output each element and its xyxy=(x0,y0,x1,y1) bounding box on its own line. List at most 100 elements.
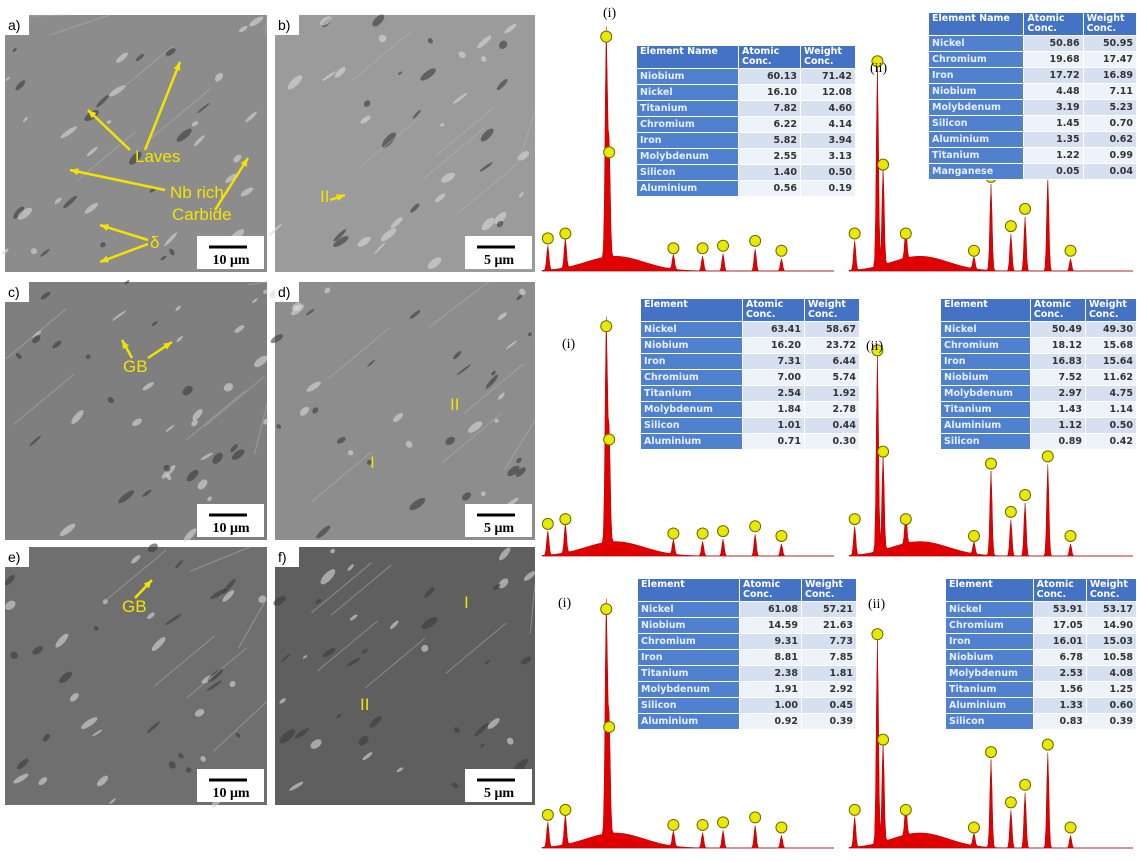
table-row: Silicon 0.83 0.39 xyxy=(945,713,1137,730)
annotation: I xyxy=(370,453,375,472)
microstructure xyxy=(494,211,507,225)
microstructure xyxy=(523,571,536,581)
scale-bar-label: 5 μm xyxy=(484,253,514,268)
spectrum-label: (ii) xyxy=(866,339,883,354)
scale-bar-box xyxy=(197,504,264,537)
microstructure xyxy=(427,38,433,44)
microstructure xyxy=(230,444,238,453)
element-name: Silicon xyxy=(945,713,1034,730)
concentration: 60.13 xyxy=(738,68,801,85)
microstructure xyxy=(102,599,108,605)
peak-marker xyxy=(985,746,997,759)
microstructure xyxy=(420,68,436,81)
spectrum xyxy=(541,26,834,272)
element-name: Niobium xyxy=(927,83,1025,100)
concentration: 6.78 xyxy=(1032,649,1087,666)
grain-boundary xyxy=(186,647,247,699)
element-name: Chromium xyxy=(940,337,1031,354)
microstructure xyxy=(109,798,116,805)
element-name: Aluminium xyxy=(927,131,1025,148)
microstructure xyxy=(69,692,79,702)
table-row: Titanium 7.82 4.60 xyxy=(636,100,856,117)
peak-marker xyxy=(667,242,680,255)
microstructure xyxy=(497,312,507,320)
microstructure xyxy=(520,656,532,665)
concentration: 2.97 xyxy=(1029,385,1086,402)
composition-table: Element Name Atomic Conc. Weight Conc. Nick… xyxy=(927,12,1137,180)
microstructure xyxy=(191,419,198,427)
table-row: Titanium 2.54 1.92 xyxy=(640,385,860,402)
microstructure xyxy=(118,490,135,504)
microstructure xyxy=(485,374,499,389)
microstructure xyxy=(17,207,32,220)
concentration: 0.50 xyxy=(800,164,856,181)
microstructure xyxy=(410,203,420,213)
table-row: Niobium 60.13 71.42 xyxy=(636,68,856,85)
element-name: Titanium xyxy=(636,100,739,117)
microstructure xyxy=(106,120,112,124)
panel-label: c) xyxy=(8,284,20,300)
microstructure xyxy=(357,236,371,247)
microstructure xyxy=(462,492,472,501)
peak-marker xyxy=(1064,529,1077,542)
concentration: 15.03 xyxy=(1085,633,1137,650)
microstructure xyxy=(197,103,210,114)
microstructure xyxy=(480,743,485,748)
scale-bar-box xyxy=(197,236,264,269)
concentration: 1.35 xyxy=(1023,131,1084,148)
microstructure xyxy=(92,729,103,737)
peak-marker xyxy=(600,30,613,43)
microstructure xyxy=(347,450,354,456)
concentration: 1.45 xyxy=(1023,115,1084,132)
grain-boundary xyxy=(112,45,174,97)
element-name: Titanium xyxy=(640,385,743,402)
peak-marker xyxy=(1004,796,1017,809)
concentration: 0.60 xyxy=(1085,697,1137,714)
microstructure xyxy=(235,733,241,738)
table-row: Niobium 16.20 23.72 xyxy=(640,337,860,354)
peak-marker xyxy=(877,445,890,458)
microstructure xyxy=(291,302,302,312)
microstructure xyxy=(505,340,517,350)
concentration: 50.86 xyxy=(1023,35,1084,52)
microstructure xyxy=(276,424,282,429)
concentration: 17.72 xyxy=(1023,67,1084,84)
grain-boundary xyxy=(238,597,268,649)
table-row: Silicon 1.40 0.50 xyxy=(636,164,856,181)
microstructure xyxy=(273,596,286,606)
microstructure xyxy=(84,202,98,214)
annotation: II xyxy=(360,695,369,714)
microstructure xyxy=(165,424,175,432)
concentration: 57.21 xyxy=(801,601,857,618)
concentration: 1.12 xyxy=(1029,417,1086,434)
microstructure xyxy=(347,564,354,571)
peak-marker xyxy=(667,818,680,831)
panel-label: a) xyxy=(8,17,20,33)
microstructure xyxy=(207,668,224,683)
arrow-head xyxy=(173,62,181,71)
microstructure xyxy=(38,777,48,786)
scale-bar-label: 10 μm xyxy=(212,786,249,801)
concentration: 4.60 xyxy=(800,100,856,117)
sem-image xyxy=(5,282,267,540)
element-name: Silicon xyxy=(640,417,743,434)
table-row: Niobium 4.48 7.11 xyxy=(927,83,1137,100)
microstructure xyxy=(175,560,184,569)
microstructure xyxy=(315,598,322,604)
concentration: 1.84 xyxy=(742,401,805,418)
concentration: 0.50 xyxy=(1084,417,1137,434)
microstructure xyxy=(59,671,73,684)
microstructure xyxy=(333,236,349,248)
microstructure xyxy=(234,325,245,333)
concentration: 2.54 xyxy=(742,385,805,402)
concentration: 0.92 xyxy=(739,713,802,730)
table-row: Titanium 1.22 0.99 xyxy=(927,147,1137,164)
microstructure xyxy=(178,753,184,759)
header-row: Element Atomic Conc. Weight Conc. xyxy=(940,298,1137,322)
microstructure xyxy=(312,407,319,414)
microstructure xyxy=(151,637,166,651)
arrow-head xyxy=(100,255,109,263)
element-name: Molybdenum xyxy=(927,99,1025,116)
peak-marker xyxy=(559,227,572,240)
concentration: 1.56 xyxy=(1032,681,1087,698)
